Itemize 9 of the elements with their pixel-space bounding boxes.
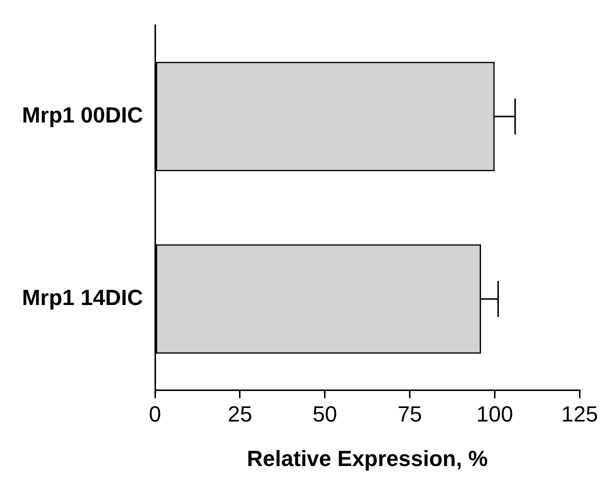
x-tick-label: 100 bbox=[476, 401, 514, 426]
x-axis-title: Relative Expression, % bbox=[246, 446, 488, 471]
x-tick-label: 25 bbox=[228, 401, 252, 426]
x-tick-label: 0 bbox=[148, 401, 162, 426]
x-tick-label: 50 bbox=[312, 401, 338, 426]
x-tick-label: 75 bbox=[398, 401, 422, 426]
x-tick-label: 125 bbox=[561, 401, 598, 426]
y-tick-label: Mrp1 14DIC bbox=[22, 285, 144, 310]
y-tick-label: Mrp1 00DIC bbox=[22, 102, 144, 128]
